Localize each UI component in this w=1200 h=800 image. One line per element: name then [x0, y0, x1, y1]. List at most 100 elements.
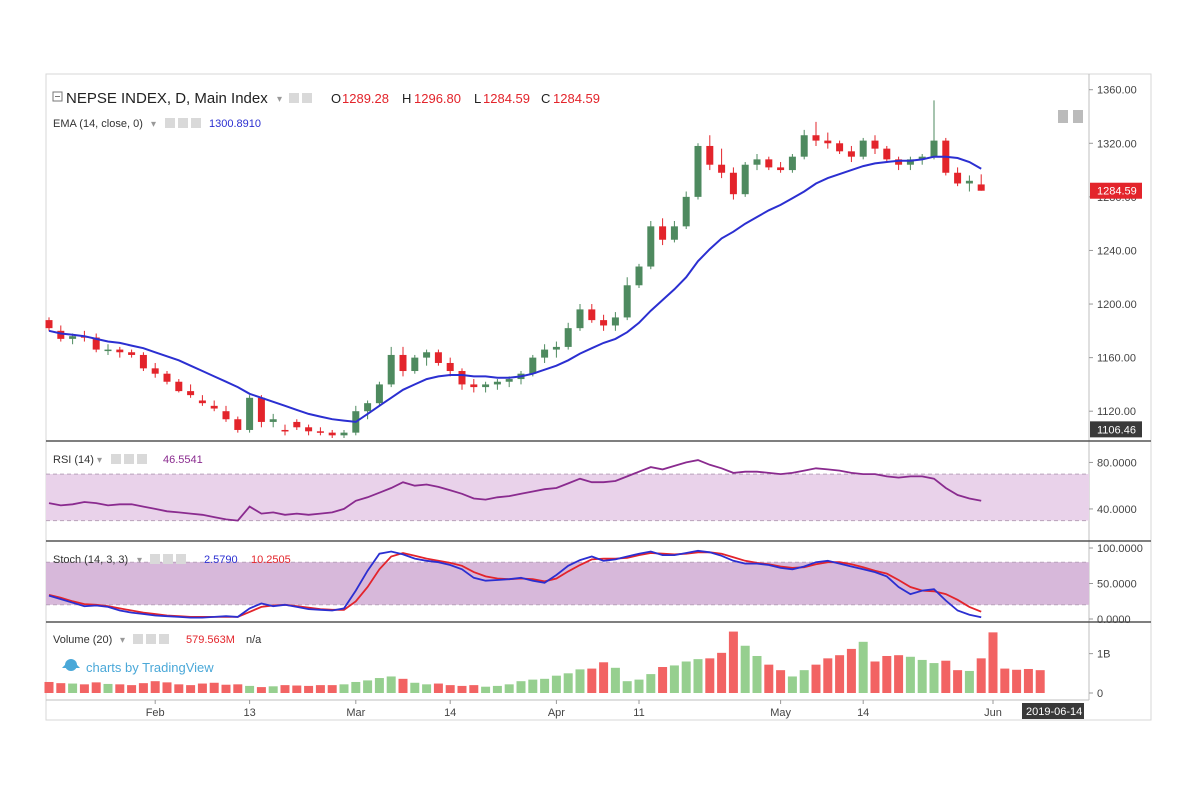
rsi-line	[48, 459, 982, 522]
ema-close-icon[interactable]	[191, 118, 201, 128]
volume-bar	[433, 683, 443, 693]
x-tick-label: Feb	[146, 707, 165, 719]
volume-bar	[221, 684, 231, 693]
candle-body	[104, 349, 112, 352]
volume-bar	[91, 682, 101, 693]
rsi-close-icon[interactable]	[137, 454, 147, 464]
volume-bar	[492, 685, 502, 693]
price-tick-label: 1360.00	[1097, 85, 1137, 97]
main-legend: NEPSE INDEX, D, Main Index ▾ O 1289.28 H…	[52, 90, 600, 130]
date-badge-text: 2019-06-14	[1026, 706, 1082, 718]
stoch-label[interactable]: Stoch (14, 3, 3)	[53, 554, 128, 566]
rsi-settings-icon[interactable]	[124, 454, 134, 464]
rsi-chevron-down-icon[interactable]: ▾	[97, 455, 102, 466]
ema-label[interactable]: EMA (14, close, 0)	[53, 118, 143, 130]
volume-bar	[953, 670, 963, 693]
candle-body	[741, 164, 749, 195]
low-label: L	[474, 91, 481, 106]
low-price-badge	[1090, 421, 1142, 438]
volume-settings-icon[interactable]	[146, 634, 156, 644]
low-price-badge-text: 1106.46	[1097, 424, 1136, 436]
candle-body	[883, 148, 891, 160]
candle-body	[954, 172, 962, 184]
stoch-close-icon[interactable]	[176, 554, 186, 564]
candle-body	[246, 397, 254, 430]
volume-eye-icon[interactable]	[133, 634, 143, 644]
candle-body	[458, 371, 466, 385]
rsi-label[interactable]: RSI (14)	[53, 454, 94, 466]
settings-icon[interactable]	[302, 93, 312, 103]
ema-eye-icon[interactable]	[165, 118, 175, 128]
stoch-chevron-down-icon[interactable]: ▾	[137, 555, 142, 566]
candle-body	[682, 196, 690, 227]
candle-body	[600, 320, 608, 326]
volume-bar	[835, 655, 845, 693]
eye-icon[interactable]	[289, 93, 299, 103]
volume-bar	[481, 686, 491, 693]
x-tick-label: 14	[444, 707, 456, 719]
open-label: O	[331, 91, 341, 106]
volume-close-icon[interactable]	[159, 634, 169, 644]
volume-chevron-down-icon[interactable]: ▾	[120, 635, 125, 646]
ema-value: 1300.8910	[209, 118, 261, 130]
volume-bar	[658, 667, 668, 693]
legend-chevron-down-icon[interactable]: ▾	[277, 94, 282, 105]
tradingview-watermark[interactable]: charts by TradingView	[62, 659, 214, 675]
volume-tick-label: 0	[1097, 688, 1103, 700]
pane-maximize-icon[interactable]	[1058, 110, 1068, 123]
volume-bar	[469, 685, 479, 693]
stoch-band	[46, 562, 1089, 605]
candle-body	[729, 172, 737, 195]
pane-move-icon[interactable]	[1073, 110, 1083, 123]
ema-chevron-down-icon[interactable]: ▾	[151, 119, 156, 130]
ema-settings-icon[interactable]	[178, 118, 188, 128]
x-tick-label: May	[770, 707, 791, 719]
volume-bar	[1000, 668, 1010, 693]
candle-body	[965, 180, 973, 184]
volume-bar	[610, 667, 620, 693]
symbol-title[interactable]: NEPSE INDEX, D, Main Index	[66, 90, 268, 107]
candle-body	[706, 145, 714, 165]
candle-body	[364, 403, 372, 412]
volume-na: n/a	[246, 634, 262, 646]
candle-body	[222, 411, 230, 420]
rsi-value: 46.5541	[163, 454, 203, 466]
candle-body	[269, 419, 277, 422]
volume-bar	[398, 678, 408, 693]
volume-bar	[44, 681, 54, 693]
volume-bar	[386, 676, 396, 693]
candle-body	[800, 135, 808, 157]
volume-bar	[56, 683, 66, 693]
collapse-icon[interactable]	[52, 91, 63, 102]
candle-body	[446, 362, 454, 372]
candle-body	[564, 328, 572, 347]
volume-bar	[575, 669, 585, 693]
price-tick-label: 1320.00	[1097, 138, 1137, 150]
volume-label[interactable]: Volume (20)	[53, 634, 112, 646]
candle-body	[210, 405, 218, 409]
volume-bar	[976, 658, 986, 693]
volume-bar	[669, 665, 679, 693]
candle-body	[328, 432, 336, 436]
candle-body	[895, 159, 903, 165]
volume-bar	[245, 685, 255, 693]
volume-bar	[681, 661, 691, 693]
candle-body	[163, 373, 171, 382]
volume-bar	[882, 655, 892, 693]
x-tick-label: 14	[857, 707, 869, 719]
stoch-settings-icon[interactable]	[163, 554, 173, 564]
candle-body	[293, 421, 301, 428]
candle-body	[718, 164, 726, 173]
rsi-tick-label: 40.0000	[1097, 504, 1137, 516]
stoch-eye-icon[interactable]	[150, 554, 160, 564]
high-label: H	[402, 91, 411, 106]
rsi-eye-icon[interactable]	[111, 454, 121, 464]
candle-body	[847, 151, 855, 157]
ema-line	[48, 155, 982, 423]
x-tick-label: 13	[243, 707, 255, 719]
candle-body	[281, 429, 289, 432]
stoch-k-line	[48, 549, 982, 619]
tradingview-logo-icon	[65, 659, 77, 671]
candle-body	[175, 381, 183, 392]
